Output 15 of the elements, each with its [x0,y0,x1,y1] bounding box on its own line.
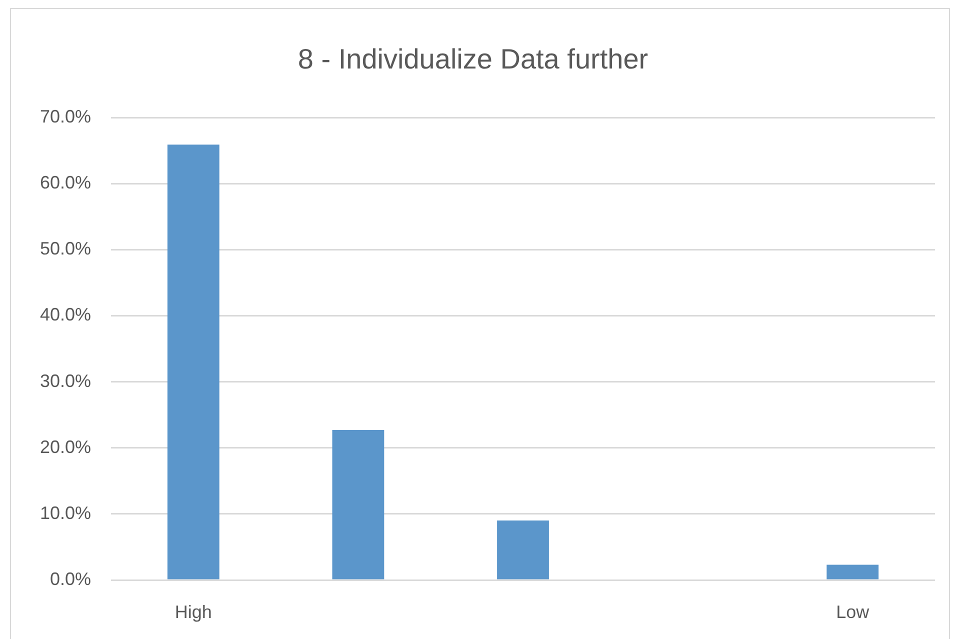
y-tick-label: 60.0% [40,172,91,193]
y-tick-label: 20.0% [40,436,91,457]
y-tick-label: 0.0% [50,568,91,589]
y-tick-label: 40.0% [40,304,91,325]
y-tick-label: 50.0% [40,238,91,259]
x-tick-label: Low [836,602,870,622]
x-tick-label: High [174,602,212,622]
y-tick-label: 10.0% [40,502,91,523]
y-tick-label: 30.0% [40,370,91,391]
bar [167,144,220,580]
bar [826,564,879,580]
bar [332,430,384,580]
bar [497,520,549,580]
chart-title: 8 - Individualize Data further [298,44,648,75]
y-tick-label: 70.0% [40,106,91,127]
